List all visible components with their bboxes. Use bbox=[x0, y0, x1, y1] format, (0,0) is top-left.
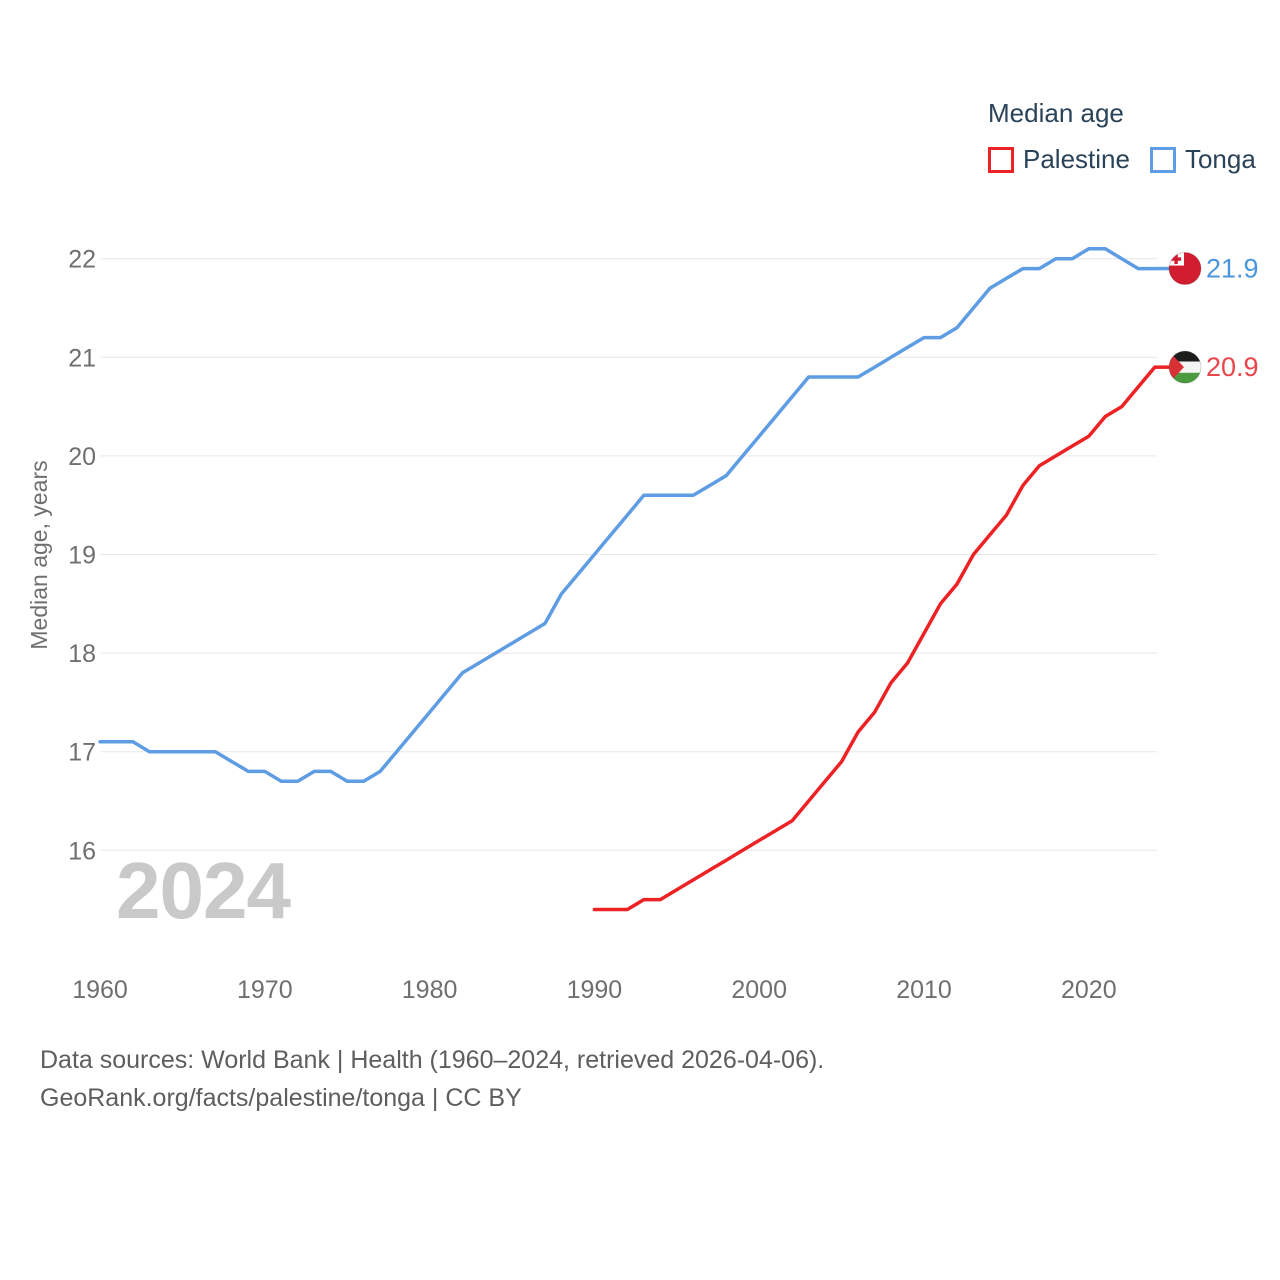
legend-item-label: Palestine bbox=[1023, 144, 1130, 174]
median-age-chart: 16 17 18 19 20 21 22 1960 1970 1980 1990 2000 2010 20… bbox=[26, 246, 1259, 1004]
y-tick-label: 17 bbox=[68, 739, 96, 767]
palestine-line[interactable] bbox=[592, 365, 1157, 912]
y-tick-label: 16 bbox=[68, 837, 96, 865]
tonga-swatch-icon bbox=[1149, 146, 1176, 173]
y-tick-label: 22 bbox=[68, 246, 96, 274]
y-tick-label: 21 bbox=[68, 344, 96, 372]
y-axis-title: Median age, years bbox=[26, 460, 52, 649]
x-tick-label: 2010 bbox=[896, 976, 952, 1004]
legend-title: Median age bbox=[988, 98, 1124, 128]
chart-legend: Median age Palestine Tonga bbox=[988, 98, 1256, 175]
palestine-end-value: 20.9 bbox=[1206, 352, 1259, 382]
y-tick-label: 18 bbox=[68, 640, 96, 668]
legend-item-tonga[interactable]: Tonga bbox=[1149, 144, 1256, 175]
tonga-line[interactable] bbox=[98, 247, 1157, 784]
y-tick-label: 19 bbox=[68, 542, 96, 570]
x-tick-label: 2000 bbox=[731, 976, 787, 1004]
data-sources-text: Data sources: World Bank | Health (1960–… bbox=[40, 1046, 825, 1074]
attribution-text: GeoRank.org/facts/palestine/tonga | CC B… bbox=[40, 1084, 522, 1112]
x-tick-label: 1990 bbox=[567, 976, 623, 1004]
tonga-flag-icon bbox=[1168, 252, 1202, 286]
year-watermark: 2024 bbox=[116, 846, 291, 935]
palestine-swatch-icon bbox=[988, 146, 1014, 173]
x-tick-label: 1970 bbox=[237, 976, 293, 1004]
tonga-end-value: 21.9 bbox=[1206, 254, 1259, 284]
legend-item-palestine[interactable]: Palestine bbox=[988, 144, 1130, 175]
x-tick-label: 1960 bbox=[72, 976, 128, 1004]
y-tick-label: 20 bbox=[68, 443, 96, 471]
x-tick-label: 2020 bbox=[1061, 976, 1117, 1004]
chart-footer: Data sources: World Bank | Health (1960–… bbox=[40, 1041, 824, 1117]
palestine-flag-icon bbox=[1168, 350, 1202, 384]
legend-item-label: Tonga bbox=[1184, 144, 1256, 174]
legend-items: Palestine Tonga bbox=[988, 144, 1256, 175]
x-tick-label: 1980 bbox=[402, 976, 458, 1004]
